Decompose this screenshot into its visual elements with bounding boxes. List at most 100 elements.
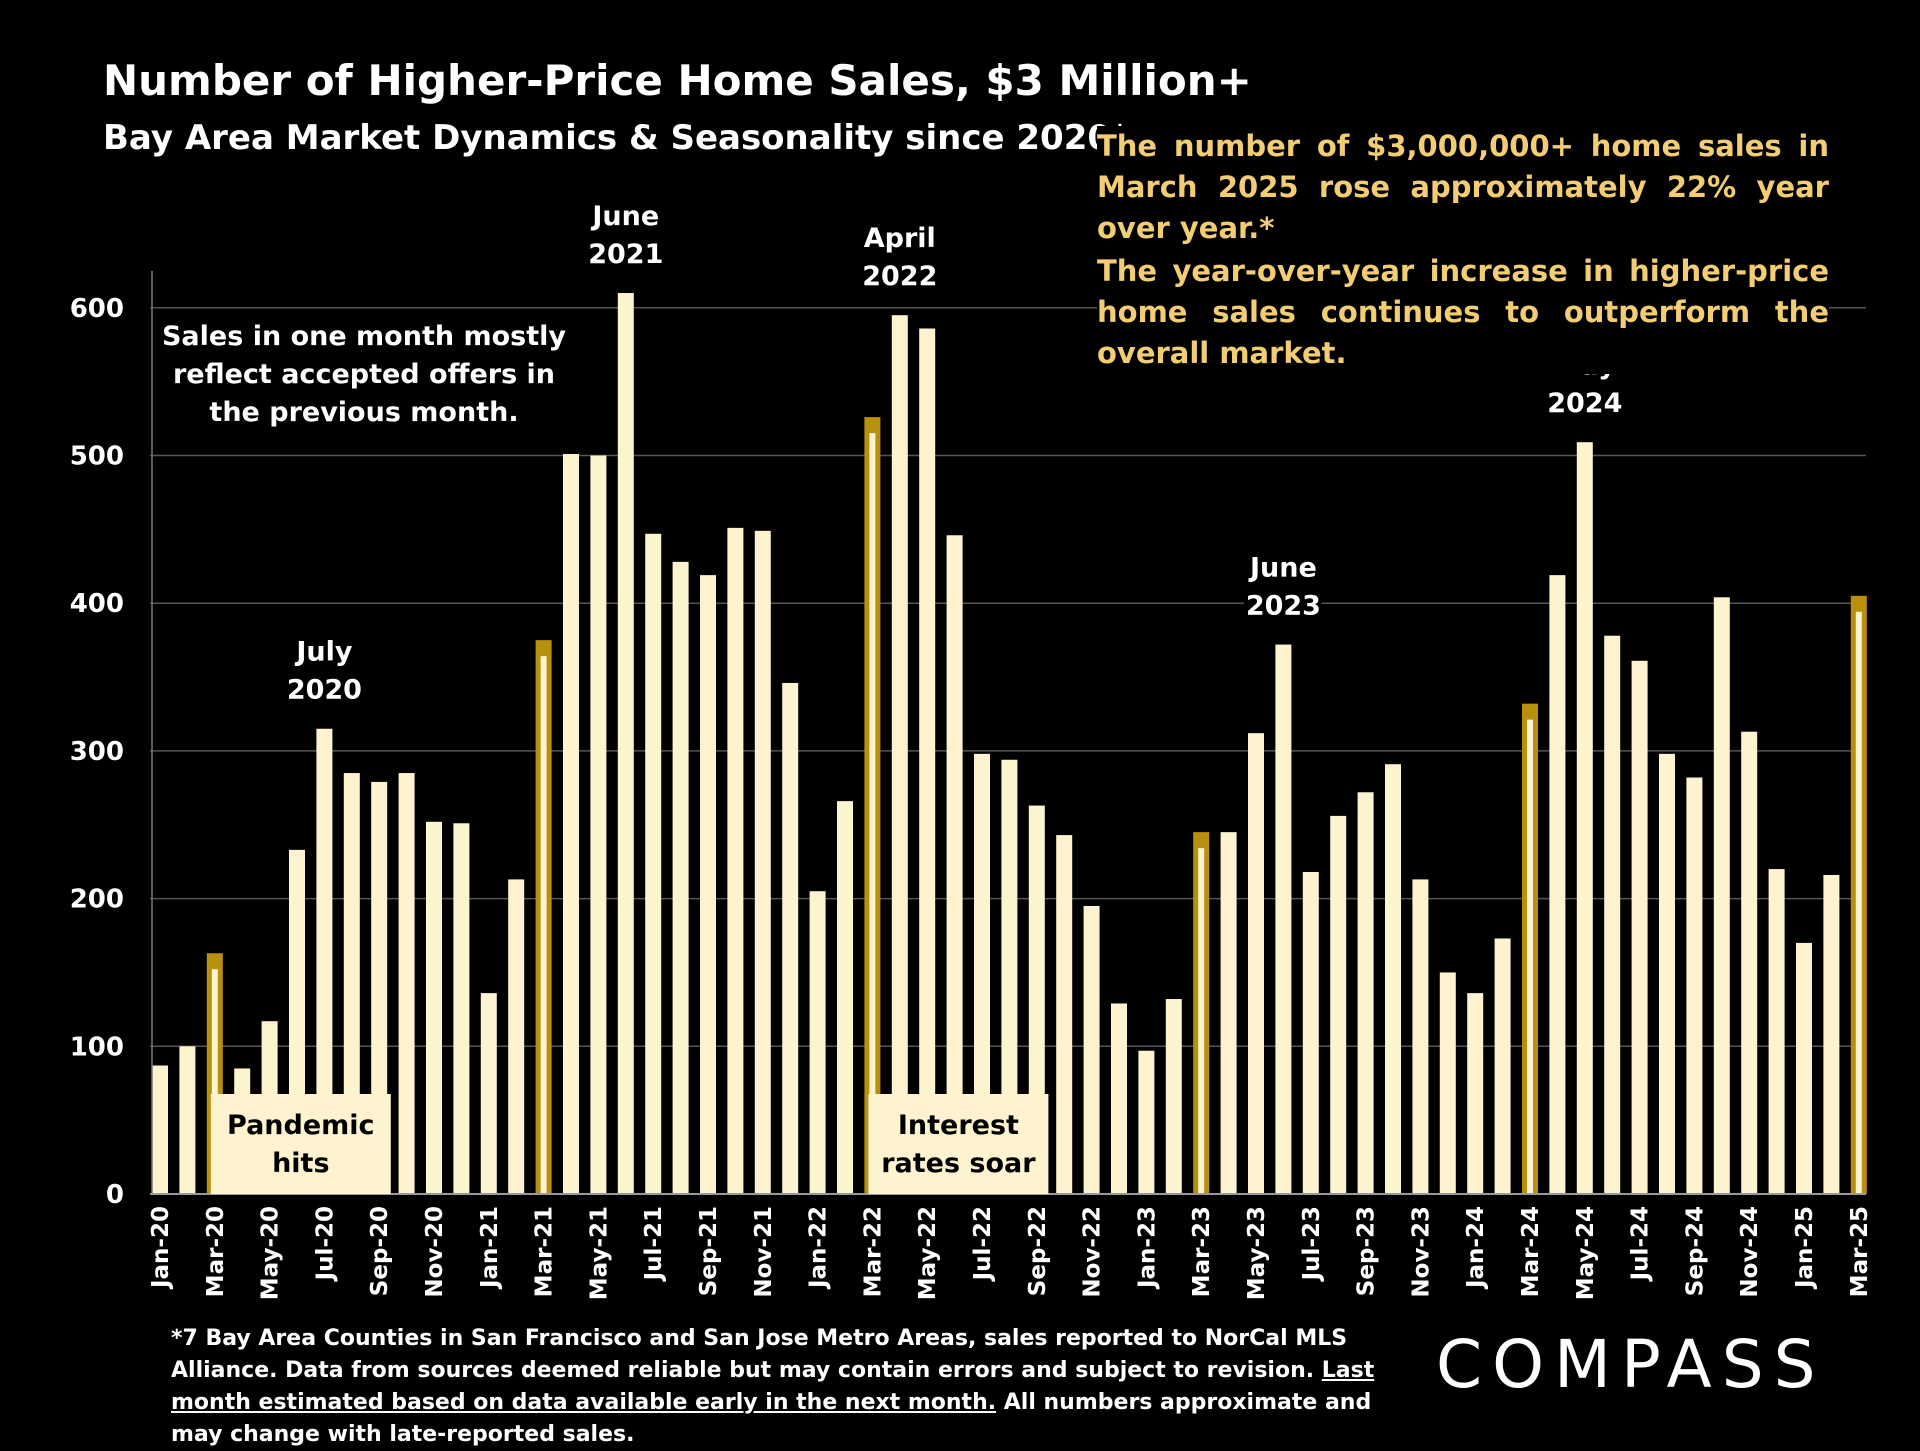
bar — [480, 993, 497, 1194]
callout-yoy-march: The number of $3,000,000+ home sales in … — [1097, 126, 1829, 249]
bar — [1439, 972, 1456, 1194]
bar — [1686, 777, 1703, 1194]
bar — [672, 561, 689, 1194]
bar — [754, 530, 771, 1194]
compass-logo: COMPASS — [1436, 1326, 1826, 1403]
x-tick-label: Jan-25 — [1792, 1206, 1818, 1290]
bars — [152, 293, 1867, 1194]
peak-annotation: 2024 — [1547, 388, 1622, 419]
bar — [1768, 869, 1785, 1194]
bar — [1248, 733, 1264, 1194]
bar — [1001, 759, 1018, 1194]
note-text: Sales in one month mostly — [162, 321, 566, 352]
bar — [1111, 1003, 1127, 1194]
bar — [1056, 835, 1073, 1194]
x-tick-label: Nov-20 — [422, 1206, 448, 1298]
chart-title: Number of Higher-Price Home Sales, $3 Mi… — [103, 56, 1252, 105]
y-tick-label: 300 — [70, 737, 124, 767]
x-tick-label: Jan-21 — [477, 1206, 503, 1290]
x-tick-label: Jul-23 — [1299, 1206, 1325, 1282]
x-tick-label: Jan-22 — [806, 1206, 832, 1290]
x-tick-label: May-22 — [915, 1206, 941, 1300]
event-box-label: Interest — [898, 1110, 1019, 1141]
y-tick-label: 500 — [70, 442, 124, 472]
footnote: *7 Bay Area Counties in San Francisco an… — [171, 1323, 1411, 1451]
bar — [809, 891, 826, 1194]
bar — [1385, 764, 1401, 1194]
x-tick-label: Sep-24 — [1682, 1206, 1708, 1296]
bar — [1576, 442, 1593, 1194]
bar — [1083, 905, 1100, 1194]
x-tick-label: Mar-22 — [860, 1206, 886, 1297]
x-tick-label: Jul-21 — [641, 1206, 667, 1282]
peak-annotation: 2020 — [287, 675, 362, 706]
x-tick-label: Mar-23 — [1189, 1206, 1215, 1297]
peak-annotation: 2023 — [1246, 591, 1321, 622]
bar — [727, 527, 744, 1194]
bar — [617, 293, 634, 1194]
x-tick-label: Jul-24 — [1628, 1206, 1654, 1282]
bar — [426, 821, 442, 1194]
bar — [645, 533, 662, 1194]
bar — [837, 801, 853, 1194]
footnote-underlined: Last month estimated based on data avail… — [171, 1358, 1375, 1415]
bar — [1604, 635, 1621, 1194]
event-box — [868, 1094, 1049, 1194]
event-box-label: hits — [272, 1148, 329, 1179]
x-tick-label: May-23 — [1244, 1206, 1270, 1300]
bar — [1467, 993, 1484, 1194]
bar — [1412, 879, 1429, 1194]
event-box — [210, 1094, 391, 1194]
bar — [919, 328, 936, 1194]
x-tick-label: Jul-22 — [970, 1206, 996, 1282]
callout-outperform: The year-over-year increase in higher-pr… — [1097, 251, 1829, 374]
x-tick-label: Mar-25 — [1847, 1206, 1873, 1297]
bar — [1220, 832, 1237, 1194]
x-tick-label: Jan-23 — [1134, 1206, 1160, 1290]
bar — [1549, 575, 1566, 1194]
bar — [1302, 872, 1319, 1194]
bar — [1275, 644, 1292, 1194]
bar — [782, 682, 799, 1194]
bar-highlight-inner — [540, 656, 547, 1194]
axes: 0 100 200 300 400 500 600 Jan-20 Mar-20 May-20 Jul… — [70, 270, 1873, 1300]
bar — [1823, 874, 1840, 1194]
bar — [1631, 660, 1648, 1194]
x-tick-label: Sep-22 — [1025, 1206, 1051, 1296]
y-tick-label: 0 — [106, 1180, 124, 1210]
y-tick-label: 100 — [70, 1032, 124, 1062]
bar-highlight-inner — [211, 969, 218, 1194]
x-tick-label: Mar-21 — [532, 1206, 558, 1297]
peak-annotation: June — [1248, 553, 1317, 584]
bar — [1138, 1050, 1155, 1194]
x-tick-label: Jan-20 — [148, 1206, 174, 1290]
note-text: reflect accepted offers in — [173, 359, 555, 390]
bar — [453, 823, 470, 1194]
bar — [398, 773, 415, 1194]
bar — [700, 575, 716, 1194]
x-tick-label: Mar-20 — [203, 1206, 229, 1297]
bar — [1357, 792, 1374, 1194]
peak-annotation: 2021 — [588, 239, 663, 270]
bar — [974, 753, 990, 1194]
x-tick-label: Jan-24 — [1463, 1206, 1489, 1290]
bar — [152, 1065, 168, 1194]
bar — [1741, 731, 1758, 1194]
bar — [508, 879, 525, 1194]
bar — [1713, 597, 1730, 1194]
x-tick-label: Sep-23 — [1354, 1206, 1380, 1296]
bar — [891, 315, 908, 1194]
event-box-label: Pandemic — [227, 1110, 375, 1141]
event-box-label: rates soar — [881, 1148, 1036, 1179]
bar — [371, 781, 388, 1194]
x-tick-label: Nov-24 — [1737, 1206, 1763, 1298]
footnote-text-1: *7 Bay Area Counties in San Francisco an… — [171, 1326, 1348, 1383]
bar — [316, 728, 333, 1194]
x-tick-label: Nov-22 — [1080, 1206, 1106, 1298]
bar — [1659, 753, 1675, 1194]
bar-highlight-inner — [1527, 719, 1533, 1194]
y-tick-label: 600 — [70, 294, 124, 324]
bar — [1330, 815, 1347, 1194]
peak-annotation: June — [590, 201, 659, 232]
x-tick-label: May-20 — [258, 1206, 284, 1300]
